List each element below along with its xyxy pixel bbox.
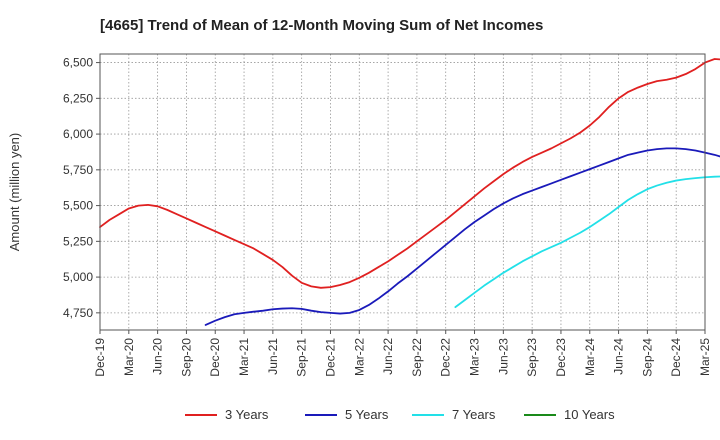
series-line-7-years [454, 175, 720, 309]
x-tick-label: Mar-20 [122, 338, 136, 376]
y-tick-label: 5,750 [63, 163, 93, 177]
x-tick-label: Dec-22 [439, 338, 453, 377]
y-tick-label: 6,500 [63, 56, 93, 70]
y-axis: 4,750 5,000 5,250 5,500 5,750 6,000 6,250 6,500 [63, 56, 100, 320]
x-tick-label: Mar-22 [352, 338, 366, 376]
legend-label: 10 Years [564, 407, 615, 422]
x-tick-label: Dec-23 [554, 338, 568, 377]
x-tick-label: Sep-22 [410, 338, 424, 377]
series-line-3-years [99, 58, 720, 289]
chart-title: [4665] Trend of Mean of 12-Month Moving … [100, 17, 543, 34]
x-tick-label: Jun-24 [612, 338, 626, 375]
x-tick-label: Sep-23 [525, 338, 539, 377]
x-tick-label: Dec-21 [323, 338, 337, 377]
x-tick-label: Mar-23 [468, 338, 482, 376]
x-tick-label: Sep-24 [640, 338, 654, 377]
plot-area [100, 54, 705, 330]
y-tick-label: 4,750 [63, 306, 93, 320]
series-lines [99, 58, 720, 326]
x-tick-label: Mar-21 [237, 338, 251, 376]
y-axis-label: Amount (million yen) [7, 133, 22, 252]
y-tick-label: 6,250 [63, 91, 93, 105]
x-tick-label: Sep-20 [179, 338, 193, 377]
grid [99, 54, 706, 330]
legend-label: 3 Years [225, 407, 269, 422]
y-tick-label: 5,250 [63, 234, 93, 248]
legend: 3 Years 5 Years 7 Years 10 Years [185, 407, 615, 422]
x-tick-label: Sep-21 [295, 338, 309, 377]
x-tick-label: Mar-24 [583, 338, 597, 376]
legend-label: 7 Years [452, 407, 496, 422]
y-tick-label: 5,500 [63, 199, 93, 213]
series-line-5-years [204, 147, 720, 326]
x-tick-label: Mar-25 [698, 338, 712, 376]
x-tick-label: Jun-20 [151, 338, 165, 375]
x-tick-label: Jun-23 [496, 338, 510, 375]
x-tick-label: Dec-24 [669, 338, 683, 377]
y-tick-label: 5,000 [63, 270, 93, 284]
legend-label: 5 Years [345, 407, 389, 422]
x-tick-label: Dec-19 [93, 338, 107, 377]
x-axis: Dec-19 Mar-20 Jun-20 Sep-20 Dec-20 Mar-21 Jun-… [93, 330, 712, 377]
x-tick-label: Jun-21 [266, 338, 280, 375]
x-tick-label: Dec-20 [208, 338, 222, 377]
x-tick-label: Jun-22 [381, 338, 395, 375]
plot-border [99, 53, 706, 331]
y-tick-label: 6,000 [63, 127, 93, 141]
